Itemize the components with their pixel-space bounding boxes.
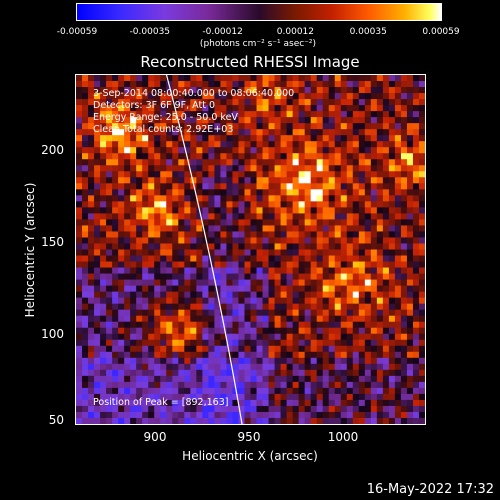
y-tick-label: 150 (41, 235, 64, 249)
x-tick-label: 900 (143, 430, 167, 444)
plot-title: Reconstructed RHESSI Image (140, 53, 360, 71)
colorbar-tick-label: -0.00059 (56, 27, 98, 37)
y-tick-label: 100 (41, 327, 64, 341)
x-tick-label: 1000 (327, 430, 359, 444)
info-detectors: Detectors: 3F 6F 9F, Att 0 (93, 100, 216, 111)
colorbar-units: (photons cm⁻² s⁻¹ asec⁻²) (199, 39, 317, 49)
plot-area: 3-Sep-2014 08:00:40.000 to 08:06:40.000 … (75, 74, 426, 425)
colorbar-tick-label: -0.00035 (129, 27, 171, 37)
colorbar-tick-label: 0.00059 (422, 27, 460, 37)
info-peak: Position of Peak = [892,163] (93, 397, 229, 408)
info-clean: Clean Total counts: 2.92E+03 (93, 124, 234, 135)
info-energy: Energy Range: 25.0 - 50.0 keV (93, 112, 238, 123)
x-axis-label: Heliocentric X (arcsec) (182, 449, 318, 463)
colorbar-tick-label: 0.00035 (349, 27, 387, 37)
y-tick-label: 50 (48, 413, 64, 427)
x-tick-label: 950 (237, 430, 261, 444)
colorbar-tick-label: 0.00012 (276, 27, 314, 37)
heatmap-image (76, 75, 425, 424)
solar-limb-line (165, 75, 243, 424)
y-tick-label: 200 (41, 143, 64, 157)
colorbar (76, 3, 442, 21)
info-time: 3-Sep-2014 08:00:40.000 to 08:06:40.000 (93, 88, 295, 99)
y-axis-label: Heliocentric Y (arcsec) (23, 182, 37, 318)
timestamp: 16-May-2022 17:32 (366, 482, 494, 497)
colorbar-tick-label: -0.00012 (202, 27, 243, 37)
